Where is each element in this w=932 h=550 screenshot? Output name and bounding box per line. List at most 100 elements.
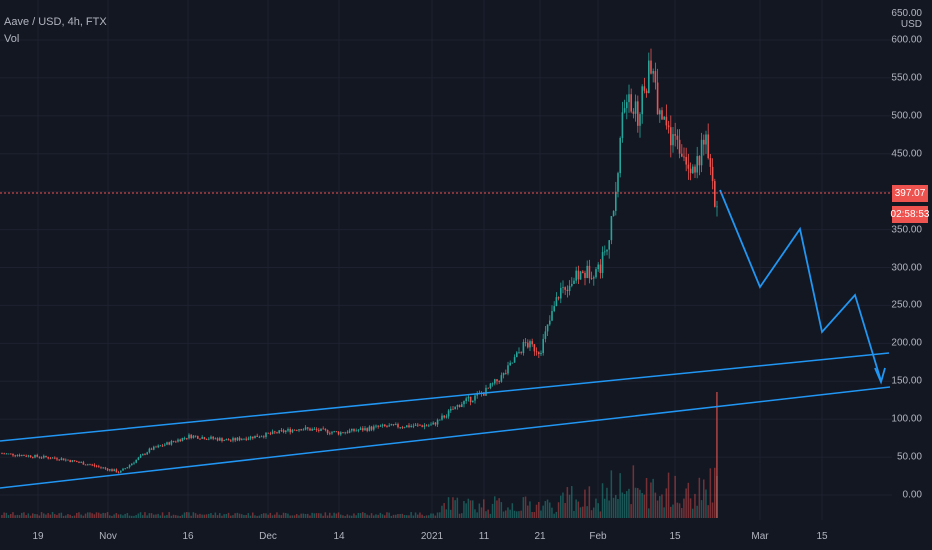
volume-bar (51, 512, 54, 518)
candle-body (452, 408, 454, 410)
candle-body (124, 468, 126, 470)
candle-body (355, 430, 357, 432)
candle-body (159, 445, 162, 447)
volume-bar (40, 512, 43, 518)
candle-body (379, 425, 382, 427)
volume-bar (252, 512, 254, 518)
chart-legend: Aave / USD, 4h, FTX Vol (4, 14, 107, 48)
volume-bar (560, 495, 562, 518)
candle-body (60, 458, 63, 460)
candle-body (588, 265, 591, 279)
volume-bar (397, 514, 399, 518)
candlesticks (1, 48, 718, 474)
volume-bar (322, 515, 324, 518)
volume-bar (414, 512, 417, 518)
candle-body (562, 287, 564, 288)
candle-body (161, 445, 164, 447)
candle-body (80, 462, 82, 464)
channel-upper-line[interactable] (0, 352, 890, 442)
time-tick-label: 15 (816, 531, 828, 542)
candle-body (683, 156, 685, 158)
volume-bar (507, 507, 509, 518)
volume-bar (439, 512, 441, 518)
volume-bar (60, 512, 63, 518)
volume-bar (601, 483, 604, 518)
volume-bar (428, 515, 430, 518)
candle-body (98, 466, 100, 468)
candle-body (36, 455, 38, 457)
volume-bar (410, 512, 412, 518)
volume-bar (27, 513, 30, 518)
candle-body (27, 455, 30, 457)
candle-body (634, 101, 637, 114)
volume-bar (496, 500, 498, 518)
volume-bar (443, 503, 445, 518)
volume-bar (236, 512, 239, 518)
volume-bar (562, 492, 564, 518)
volume-bar (696, 505, 698, 518)
candle-body (208, 438, 210, 440)
time-tick-label: Feb (589, 531, 607, 542)
candle-body (553, 306, 555, 312)
volume-bar (381, 514, 384, 518)
candle-body (694, 166, 696, 173)
volume-bar (199, 513, 201, 518)
volume-bar (278, 514, 280, 518)
candle-body (234, 438, 236, 441)
volume-bar (573, 510, 575, 518)
volume-bar (159, 515, 162, 518)
candle-body (95, 465, 98, 467)
volume-bar (661, 494, 663, 518)
trend-drawings (0, 189, 891, 489)
volume-bar (615, 495, 617, 518)
volume-bar (621, 492, 624, 518)
volume-bar (139, 512, 142, 518)
candle-body (135, 459, 137, 463)
candle-body (401, 427, 404, 429)
candle-body (82, 462, 85, 465)
candle-body (700, 139, 703, 166)
volume-bar (412, 515, 415, 518)
volume-bar (485, 511, 487, 518)
volume-bar (89, 512, 91, 518)
candle-body (696, 156, 698, 173)
volume-bar (487, 509, 489, 518)
volume-bar (153, 514, 155, 518)
candle-body (434, 422, 437, 425)
candle-body (219, 438, 221, 441)
volume-bar (549, 502, 551, 518)
candle-body (377, 425, 379, 427)
volume-bar (645, 478, 648, 518)
volume-bar (700, 500, 703, 518)
volume-bar (709, 468, 712, 518)
volume-bar (232, 515, 234, 518)
volume-bar (144, 512, 146, 518)
volume-bar (564, 502, 566, 518)
candle-body (615, 191, 617, 211)
volume-bar (626, 491, 628, 518)
candle-body (201, 437, 203, 439)
volume-bar (421, 514, 423, 518)
volume-bar (287, 513, 289, 518)
volume-bar (483, 499, 485, 518)
candle-body (353, 428, 355, 431)
projection-path[interactable] (719, 189, 882, 382)
candle-body (414, 424, 417, 426)
candle-body (544, 331, 547, 339)
candle-body (38, 456, 41, 458)
candle-body (84, 464, 87, 466)
candle-body (406, 425, 408, 428)
candle-body (656, 82, 659, 115)
channel-lower-line[interactable] (0, 386, 891, 489)
volume-bar (648, 508, 650, 518)
price-axis[interactable]: 650.00 USD (891, 0, 932, 550)
candle-body (595, 269, 597, 278)
volume-bar (456, 497, 459, 518)
volume-bar (91, 513, 93, 518)
volume-bar (78, 512, 80, 518)
candle-body (535, 351, 538, 353)
volume-bar (441, 505, 443, 518)
candle-body (230, 440, 232, 442)
candle-body (172, 441, 175, 442)
